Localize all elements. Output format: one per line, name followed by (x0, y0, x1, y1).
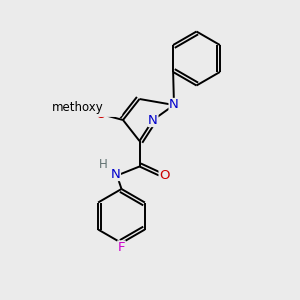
Text: methoxy: methoxy (28, 99, 119, 114)
Text: methoxy: methoxy (52, 101, 104, 114)
Text: N: N (111, 167, 120, 181)
Text: methoxy: methoxy (48, 100, 99, 113)
Text: methoxy: methoxy (43, 98, 95, 112)
Text: H: H (99, 158, 108, 172)
Text: F: F (118, 241, 125, 254)
Text: O: O (159, 169, 170, 182)
Text: O: O (95, 107, 106, 121)
Text: N: N (148, 113, 158, 127)
Text: N: N (169, 98, 179, 112)
